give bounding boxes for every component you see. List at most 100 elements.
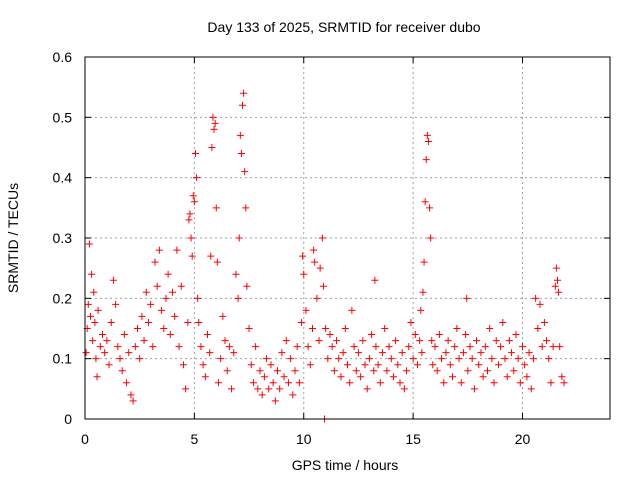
- data-point: [199, 361, 207, 369]
- data-point: [505, 337, 513, 345]
- data-point: [155, 246, 163, 254]
- data-point: [468, 355, 476, 363]
- x-axis-ticks: 0 5 10 15 20: [81, 57, 530, 447]
- data-point: [318, 234, 326, 242]
- data-point: [223, 367, 231, 375]
- data-point: [418, 349, 426, 357]
- data-point: [149, 343, 157, 351]
- data-point: [420, 258, 428, 266]
- data-point: [116, 355, 124, 363]
- data-point: [184, 318, 192, 326]
- data-point: [361, 361, 369, 369]
- data-point: [207, 252, 215, 260]
- data-point: [187, 234, 195, 242]
- data-point: [211, 119, 219, 127]
- data-point: [291, 367, 299, 375]
- data-point: [556, 343, 564, 351]
- data-point: [438, 355, 446, 363]
- data-point: [221, 337, 229, 345]
- data-point: [359, 337, 367, 345]
- data-point: [112, 300, 120, 308]
- data-point: [243, 282, 251, 290]
- data-point: [547, 379, 555, 387]
- data-point: [444, 337, 452, 345]
- data-point: [536, 300, 544, 308]
- data-point: [470, 385, 478, 393]
- data-point: [230, 349, 238, 357]
- data-point: [519, 343, 526, 351]
- data-point: [348, 306, 356, 314]
- data-point: [235, 234, 243, 242]
- data-point: [464, 367, 472, 375]
- data-point: [510, 367, 518, 375]
- data-point: [263, 355, 271, 363]
- data-point: [335, 355, 343, 363]
- data-point: [265, 385, 273, 393]
- data-point: [344, 361, 351, 369]
- data-point: [197, 343, 205, 351]
- data-point: [494, 361, 502, 369]
- data-point: [175, 343, 183, 351]
- data-point: [245, 325, 253, 332]
- data-point: [217, 355, 225, 363]
- data-point: [240, 89, 248, 97]
- data-point: [302, 306, 310, 314]
- data-point: [376, 379, 384, 387]
- data-point: [295, 379, 303, 387]
- data-point: [324, 355, 332, 363]
- data-point: [164, 270, 172, 278]
- data-point: [258, 391, 266, 399]
- data-point: [228, 385, 236, 393]
- data-point: [136, 355, 144, 363]
- data-point: [127, 391, 135, 399]
- data-point: [289, 391, 297, 399]
- y-tick-label: 0.5: [53, 109, 73, 125]
- data-point: [407, 318, 415, 326]
- data-point: [185, 216, 193, 224]
- x-tick-label: 20: [515, 431, 531, 447]
- data-point: [554, 276, 561, 284]
- data-point: [310, 246, 318, 254]
- data-point: [114, 343, 122, 351]
- data-point: [284, 379, 292, 387]
- data-point: [475, 361, 483, 369]
- data-point: [473, 337, 481, 345]
- data-point: [193, 174, 201, 182]
- data-point: [316, 264, 324, 272]
- data-point: [549, 343, 557, 351]
- chart-title: Day 133 of 2025, SRMTID for receiver dub…: [207, 19, 480, 35]
- data-point: [368, 331, 376, 339]
- data-point: [451, 343, 459, 351]
- data-point: [274, 367, 281, 375]
- data-point: [435, 331, 443, 339]
- data-point: [299, 252, 307, 260]
- y-tick-label: 0.4: [53, 170, 73, 186]
- data-point: [93, 373, 101, 381]
- data-point: [488, 355, 496, 363]
- data-point: [300, 270, 308, 278]
- data-point: [213, 258, 221, 266]
- data-point: [298, 318, 306, 326]
- data-point: [449, 373, 456, 381]
- data-point: [319, 282, 327, 290]
- data-point: [166, 331, 174, 339]
- data-point: [188, 252, 196, 260]
- data-point: [459, 349, 467, 357]
- data-point: [189, 192, 197, 200]
- data-point: [477, 349, 485, 357]
- data-point: [516, 379, 524, 387]
- data-point: [354, 349, 362, 357]
- x-tick-label: 15: [405, 431, 421, 447]
- data-point: [232, 270, 240, 278]
- data-point: [398, 349, 406, 357]
- data-point: [282, 337, 290, 345]
- data-point: [363, 385, 371, 393]
- data-point: [242, 204, 250, 212]
- y-tick-label: 0.3: [53, 230, 73, 246]
- data-point: [96, 343, 104, 351]
- y-axis-ticks: 0 0.1 0.2 0.3 0.4 0.5 0.6: [53, 49, 610, 427]
- data-point: [191, 150, 199, 158]
- data-point: [389, 373, 397, 381]
- data-point: [374, 361, 382, 369]
